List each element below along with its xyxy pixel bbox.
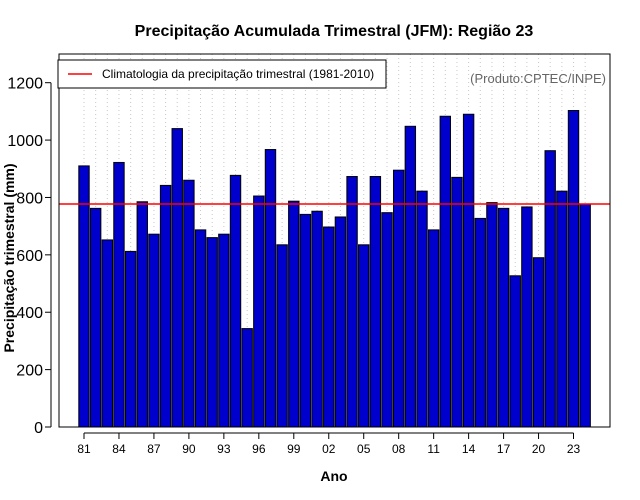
legend-box [57,59,387,89]
bar-2001 [311,210,323,428]
bar-1995 [241,328,253,428]
bar-2021 [544,150,556,428]
bar-2022 [556,190,568,428]
bar-2006 [369,176,382,428]
x-tick-label: 14 [462,442,476,456]
bar-2020 [532,257,545,428]
bar-1981 [78,165,90,428]
x-tick-label: 02 [322,442,336,456]
x-tick-label: 05 [357,442,371,456]
y-tick-label: 200 [16,363,43,380]
y-tick-label: 400 [16,305,43,322]
bar-2002 [323,226,335,428]
bars-layer [78,110,591,428]
bar-2017 [497,207,510,428]
bar-1994 [229,174,242,428]
bar-1990 [183,179,195,428]
x-tick-label: 20 [532,442,546,456]
y-tick-label: 600 [16,248,43,265]
bar-2016 [486,202,498,428]
y-tick-label: 0 [34,420,43,437]
y-tick-label: 1200 [7,76,43,93]
bar-2008 [392,169,405,428]
bar-2015 [474,217,486,428]
bar-1984 [113,161,125,428]
bar-1992 [206,237,218,428]
x-tick-label: 99 [287,442,301,456]
bar-1988 [159,184,172,428]
bar-1991 [194,229,207,428]
chart-title: Precipitação Acumulada Trimestral (JFM):… [135,23,534,40]
x-tick-label: 17 [497,442,511,456]
credit-text: (Produto:CPTEC/INPE) [470,71,606,86]
x-tick-label: 23 [567,442,581,456]
bar-1997 [264,149,277,428]
bar-1986 [136,201,148,428]
bar-1993 [218,233,230,428]
bar-2019 [521,206,533,428]
bar-2024 [579,203,591,428]
bar-2009 [404,125,417,428]
bar-2010 [416,190,428,428]
bar-2012 [439,115,452,428]
bar-2023 [567,110,580,428]
bar-2011 [427,229,440,428]
bar-1987 [148,233,160,428]
bar-2003 [334,216,347,428]
bar-2007 [381,212,393,428]
x-tick-label: 90 [182,442,196,456]
legend: Climatologia da precipitação trimestral … [57,59,387,89]
bar-1983 [101,239,114,428]
bar-2004 [346,176,358,428]
bar-1996 [253,195,265,428]
x-tick-label: 87 [147,442,161,456]
y-tick-label: 1000 [7,133,43,150]
bar-1982 [89,207,102,428]
bar-1985 [124,250,137,428]
legend-label-climatology: Climatologia da precipitação trimestral … [102,67,374,81]
x-tick-label: 81 [77,442,91,456]
bar-2018 [509,275,521,428]
x-tick-label: 96 [252,442,266,456]
bar-1989 [171,128,183,428]
bar-1998 [276,244,288,428]
x-tick-label: 93 [217,442,231,456]
bar-2005 [358,244,370,428]
bar-1999 [288,200,300,428]
x-tick-label: 11 [427,442,440,456]
bar-2014 [462,113,475,428]
x-tick-label: 08 [392,442,406,456]
plot-frame [58,53,611,428]
y-tick-label: 800 [16,190,43,207]
x-axis: 81 84 87 90 93 96 99 02 05 08 11 14 17 20 23 [77,432,581,456]
x-axis-label: Ano [320,468,347,484]
bar-2013 [451,176,463,428]
y-axis: 0 200 400 600 800 1000 1200 [7,76,52,437]
bar-2000 [299,213,312,428]
x-tick-label: 84 [112,442,126,456]
y-axis-label: Precipitação trimestral (mm) [1,163,17,352]
